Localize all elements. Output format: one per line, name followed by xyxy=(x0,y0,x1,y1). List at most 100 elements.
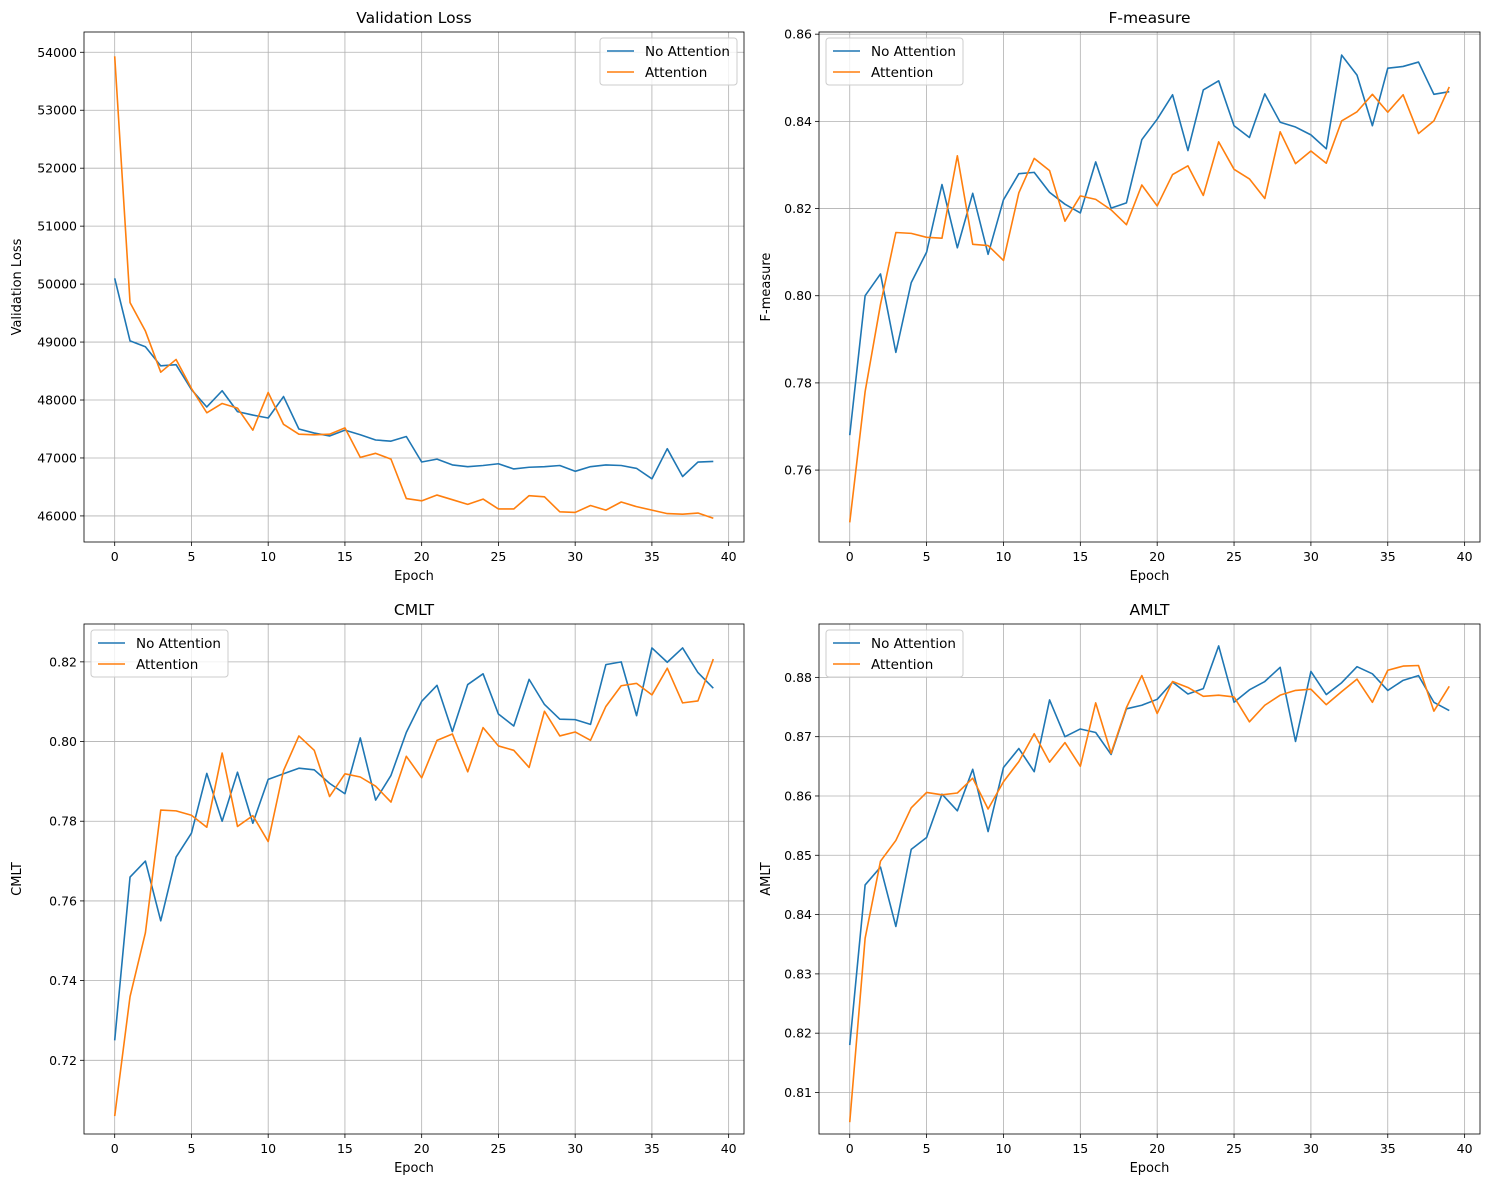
x-tick-label: 20 xyxy=(1149,549,1165,564)
legend-box xyxy=(599,37,738,86)
y-tick-label: 53000 xyxy=(37,103,77,118)
x-tick-label: 30 xyxy=(1303,1141,1319,1156)
x-tick-label: 5 xyxy=(187,1141,195,1156)
legend-label: Attention xyxy=(871,65,933,81)
legend-label: No Attention xyxy=(871,636,956,652)
series-line-attention xyxy=(113,658,715,1117)
grid-lines xyxy=(84,32,744,542)
y-tick-label: 0.81 xyxy=(784,1085,812,1100)
series-line-attention xyxy=(848,86,1450,523)
x-tick-label: 35 xyxy=(644,549,660,564)
x-tick-label: 0 xyxy=(111,549,119,564)
x-tick-label: 5 xyxy=(923,549,931,564)
x-tick-label: 0 xyxy=(111,1141,119,1156)
x-tick-label: 0 xyxy=(846,1141,854,1156)
legend-label: Attention xyxy=(136,657,198,673)
y-tick-label: 0.86 xyxy=(784,788,812,803)
y-tick-label: 0.82 xyxy=(49,654,77,669)
x-tick-label: 5 xyxy=(187,549,195,564)
x-axis-label: Epoch xyxy=(1130,1161,1170,1176)
y-axis-label: F-measure xyxy=(759,253,774,322)
chart-title: F-measure xyxy=(1108,9,1190,27)
grid-lines xyxy=(819,624,1480,1134)
x-tick-label: 10 xyxy=(260,549,276,564)
legend: No Attention Attention xyxy=(599,37,738,86)
y-tick-label: 0.80 xyxy=(784,288,812,303)
y-tick-label: 47000 xyxy=(37,450,77,465)
chart-panel-3: 0 5 10 15 20 25 30 35 40 0.72 0.74 0.76 0.78 0.80 0.82… xyxy=(10,601,745,1176)
grid-lines xyxy=(84,624,744,1134)
x-tick-label: 20 xyxy=(1149,1141,1165,1156)
y-tick-label: 50000 xyxy=(37,277,77,292)
legend-label: No Attention xyxy=(645,44,730,60)
y-tick-label: 0.78 xyxy=(49,814,77,829)
legend-box xyxy=(825,629,964,678)
x-tick-label: 35 xyxy=(1380,1141,1396,1156)
chart-title: Validation Loss xyxy=(356,9,471,27)
legend-box xyxy=(825,37,964,86)
x-tick-label: 35 xyxy=(1380,549,1396,564)
x-tick-label: 25 xyxy=(490,549,506,564)
x-tick-label: 15 xyxy=(337,1141,353,1156)
y-axis-label: CMLT xyxy=(10,862,25,896)
x-tick-label: 25 xyxy=(1226,549,1242,564)
y-tick-label: 0.88 xyxy=(784,670,812,685)
x-tick-label: 25 xyxy=(1226,1141,1242,1156)
x-tick-label: 40 xyxy=(721,549,737,564)
x-tick-label: 35 xyxy=(644,1141,660,1156)
y-tick-label: 54000 xyxy=(37,45,77,60)
legend: No Attention Attention xyxy=(90,629,229,678)
plot-frame xyxy=(818,623,1481,1135)
legend-label: Attention xyxy=(871,657,933,673)
plot-frame xyxy=(83,31,745,543)
chart-panel-1: 0 5 10 15 20 25 30 35 40 46000 47000 48000 49000 5000… xyxy=(10,9,745,584)
y-tick-label: 0.82 xyxy=(784,1026,812,1041)
x-tick-label: 40 xyxy=(1457,549,1473,564)
chart-title: CMLT xyxy=(394,601,435,619)
x-tick-label: 40 xyxy=(721,1141,737,1156)
y-tick-label: 0.76 xyxy=(49,893,77,908)
y-tick-label: 0.72 xyxy=(49,1053,77,1068)
x-tick-label: 10 xyxy=(996,1141,1012,1156)
grid-lines xyxy=(819,32,1480,542)
series-line-no-attention xyxy=(848,645,1450,1046)
x-axis-label: Epoch xyxy=(394,569,434,584)
y-tick-label: 0.76 xyxy=(784,463,812,478)
x-tick-label: 10 xyxy=(996,549,1012,564)
x-tick-label: 30 xyxy=(567,549,583,564)
y-tick-label: 51000 xyxy=(37,219,77,234)
y-tick-label: 0.84 xyxy=(784,114,812,129)
y-tick-label: 0.83 xyxy=(784,966,812,981)
x-tick-label: 30 xyxy=(567,1141,583,1156)
x-tick-label: 20 xyxy=(414,1141,430,1156)
legend-label: No Attention xyxy=(871,44,956,60)
x-tick-label: 25 xyxy=(490,1141,506,1156)
y-tick-label: 0.85 xyxy=(784,848,812,863)
plot-frame xyxy=(83,623,745,1135)
chart-panel-2: 0 5 10 15 20 25 30 35 40 0.76 0.78 0.80 0.82 0.84 0.86… xyxy=(759,9,1481,584)
y-tick-label: 46000 xyxy=(37,508,77,523)
series-line-no-attention xyxy=(113,647,714,1041)
y-tick-label: 48000 xyxy=(37,393,77,408)
x-tick-label: 0 xyxy=(846,549,854,564)
legend: No Attention Attention xyxy=(825,37,964,86)
series-line-no-attention xyxy=(113,278,714,480)
y-tick-label: 0.84 xyxy=(784,907,812,922)
series-line-no-attention xyxy=(848,54,1450,436)
y-tick-label: 52000 xyxy=(37,161,77,176)
x-tick-label: 5 xyxy=(923,1141,931,1156)
x-axis-label: Epoch xyxy=(1130,569,1170,584)
x-tick-label: 40 xyxy=(1457,1141,1473,1156)
x-tick-label: 10 xyxy=(260,1141,276,1156)
y-tick-label: 0.74 xyxy=(49,973,77,988)
y-tick-label: 0.78 xyxy=(784,375,812,390)
x-tick-label: 15 xyxy=(337,549,353,564)
legend-label: No Attention xyxy=(136,636,221,652)
legend-label: Attention xyxy=(645,65,707,81)
y-axis-label: AMLT xyxy=(759,862,774,896)
x-tick-label: 30 xyxy=(1303,549,1319,564)
series-line-attention xyxy=(848,664,1450,1123)
x-tick-label: 15 xyxy=(1072,1141,1088,1156)
